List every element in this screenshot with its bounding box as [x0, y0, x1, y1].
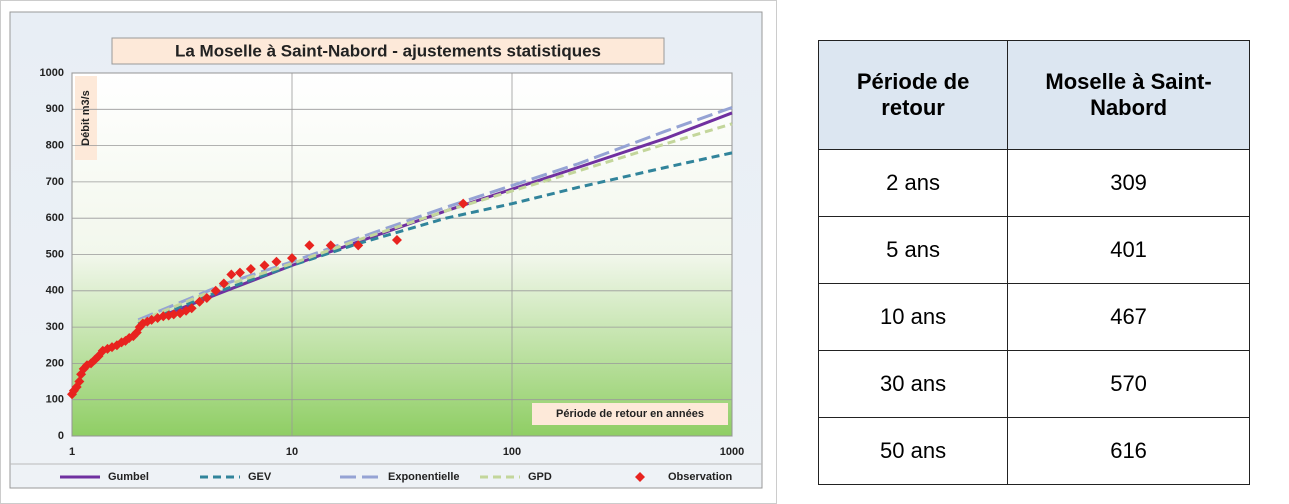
observation-point: [458, 198, 469, 209]
return-period-table: Période de retour Moselle à Saint-Nabord …: [817, 40, 1250, 485]
observation-point: [353, 240, 364, 251]
series-line: [137, 106, 733, 322]
legend-label: GPD: [528, 471, 552, 483]
x-label-box: [532, 403, 728, 425]
y-tick-label: 100: [46, 394, 64, 406]
observation-point: [287, 253, 297, 264]
y-label-box: [75, 76, 97, 160]
y-tick-label: 1000: [40, 67, 64, 79]
y-tick-label: 300: [46, 321, 64, 333]
table-row: 10 ans 467: [817, 283, 1250, 351]
observation-point: [210, 285, 221, 296]
title-box: [111, 37, 665, 65]
x-tick-label: 1: [69, 446, 75, 458]
observation-point: [245, 264, 256, 275]
legend-label: Gumbel: [108, 471, 149, 483]
observation-point: [304, 240, 315, 251]
table-row: 5 ans 401: [817, 216, 1250, 284]
observation-point: [74, 376, 85, 387]
table-row: 30 ans 570: [817, 350, 1250, 418]
x-tick-label: 1000: [720, 446, 744, 458]
y-tick-label: 200: [46, 357, 64, 369]
header-cell: Période de retour: [817, 40, 1009, 150]
observation-point: [186, 303, 197, 314]
chart: La Moselle à Saint-Nabord - ajustements …: [0, 0, 777, 504]
observation-point: [194, 296, 205, 307]
observation-point: [226, 269, 237, 280]
chart-title: La Moselle à Saint-Nabord - ajustements …: [175, 41, 601, 60]
legend-label: Exponentielle: [388, 471, 460, 483]
table-row: 2 ans 309: [817, 149, 1250, 217]
y-tick-label: 600: [46, 212, 64, 224]
table-cell: 401: [1007, 216, 1250, 284]
y-tick-label: 700: [46, 176, 64, 188]
table-header: Période de retour Moselle à Saint-Nabord: [817, 40, 1250, 150]
observation-point: [325, 240, 336, 251]
table-cell: 50 ans: [817, 417, 1009, 485]
y-tick-label: 500: [46, 248, 64, 260]
legend-label: GEV: [248, 471, 272, 483]
header-cell: Moselle à Saint-Nabord: [1007, 40, 1250, 150]
table-cell: 570: [1007, 350, 1250, 418]
table-cell: 5 ans: [817, 216, 1009, 284]
y-tick-label: 0: [58, 430, 64, 442]
series-line: [137, 151, 733, 325]
observation-point: [271, 256, 282, 267]
legend-swatch: [635, 472, 645, 482]
observation-point: [201, 293, 212, 304]
y-axis-label: Débit m3/s: [80, 90, 92, 146]
series-line: [137, 122, 733, 324]
y-tick-label: 800: [46, 140, 64, 152]
x-tick-label: 100: [503, 446, 521, 458]
table-cell: 309: [1007, 149, 1250, 217]
legend-label: Observation: [668, 471, 732, 483]
table-cell: 2 ans: [817, 149, 1009, 217]
table-cell: 467: [1007, 283, 1250, 351]
observation-point: [218, 278, 229, 289]
table-cell: 616: [1007, 417, 1250, 485]
x-axis-label: Période de retour en années: [556, 408, 704, 420]
observation-point: [259, 260, 270, 271]
observation-point: [168, 309, 179, 320]
observation-point: [391, 234, 402, 245]
table-row: 50 ans 616: [817, 417, 1250, 485]
y-tick-label: 900: [46, 103, 64, 115]
table-cell: 30 ans: [817, 350, 1009, 418]
table-cell: 10 ans: [817, 283, 1009, 351]
table-body: 2 ans 309 5 ans 401 10 ans 467 30 ans 570 50 ans…: [817, 149, 1250, 485]
y-tick-label: 400: [46, 285, 64, 297]
observation-point: [234, 267, 245, 278]
x-tick-label: 10: [286, 446, 298, 458]
